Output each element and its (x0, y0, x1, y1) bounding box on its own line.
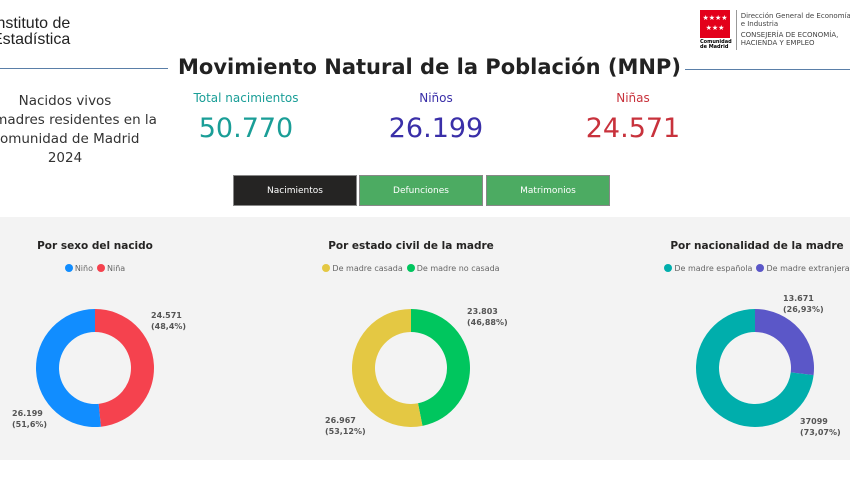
legend-item[interactable]: De madre casada (322, 264, 403, 273)
chart-legend: De madre española De madre extranjera (617, 264, 850, 273)
kpi-total: Total nacimientos 50.770 (193, 91, 299, 144)
donut-slice[interactable] (36, 309, 101, 427)
donut-slice[interactable] (696, 309, 814, 427)
legend-label: De madre española (674, 264, 753, 273)
institute-logo-text: Instituto deEstadística (0, 15, 71, 48)
legend-label: Niño (74, 264, 93, 273)
legend-label: De madre no casada (416, 264, 500, 273)
legend-dot (406, 264, 415, 272)
data-label: 26.199 (51,6%) (12, 409, 48, 429)
legend-label: De madre casada (332, 264, 403, 273)
legend-item[interactable]: Niña (96, 264, 126, 273)
data-label: 26.967 (53,12%) (325, 416, 366, 436)
divider-right (685, 69, 850, 70)
legend-label: Niña (106, 264, 126, 273)
donut-slice[interactable] (352, 309, 423, 428)
page-title: Movimiento Natural de la Población (MNP) (178, 55, 681, 79)
legend-item[interactable]: De madre extranjera (756, 264, 850, 273)
legend-dot (756, 264, 765, 272)
data-label: 24.571 (48,4%) (151, 311, 187, 331)
tab-defunciones[interactable]: Defunciones (359, 175, 483, 206)
logo-line: Dirección General de Economía (740, 12, 850, 20)
donut-slice[interactable] (95, 309, 155, 427)
kpi-ninos: Niños 26.199 (388, 91, 484, 144)
legend-dot (664, 264, 673, 272)
chart-title: Por nacionalidad de la madre (670, 240, 844, 252)
logo-line: HACIENDA Y EMPLEO (740, 39, 815, 47)
legend-item[interactable]: De madre española (664, 264, 752, 273)
divider-left (0, 68, 168, 69)
donut-slice[interactable] (755, 309, 815, 376)
legend-dot (322, 264, 331, 272)
legend-dot (96, 264, 105, 272)
data-label: 23.803 (46,88%) (467, 307, 508, 327)
legend-item[interactable]: De madre no casada (406, 264, 500, 273)
logo-line: e Industria (740, 20, 779, 28)
legend-label: De madre extranjera (766, 264, 850, 273)
chart-legend: Niño Niña (0, 264, 235, 273)
comunidad-madrid-logo: ★★★★ ★★★ Comunidad de Madrid Dirección Gen… (700, 10, 850, 50)
legend-dot (64, 264, 73, 272)
tab-nacimientos[interactable]: Nacimientos (233, 175, 357, 206)
chart-title: Por estado civil de la madre (328, 240, 494, 252)
chart-title: Por sexo del nacido (37, 240, 153, 252)
donut-slice[interactable] (411, 309, 471, 426)
kpi-ninas: Niñas 24.571 (585, 91, 681, 144)
data-label: 13.671 (26,93%) (783, 294, 824, 314)
tab-matrimonios[interactable]: Matrimonios (486, 175, 610, 206)
logo-line: CONSEJERÍA DE ECONOMÍA, (740, 31, 839, 39)
report-subtitle: Nacidos vivosde madres residentes en laC… (0, 93, 157, 166)
data-label: 37099 (73,07%) (800, 417, 841, 437)
chart-legend: De madre casada De madre no casada (271, 264, 551, 273)
legend-item[interactable]: Niño (64, 264, 93, 273)
